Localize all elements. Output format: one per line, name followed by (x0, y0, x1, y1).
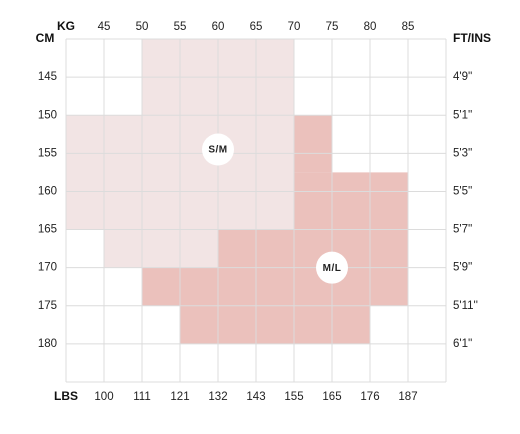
bottom-axis-title: LBS (54, 389, 78, 403)
left-tick-label: 155 (38, 147, 57, 159)
bottom-tick-label: 165 (322, 391, 341, 403)
tick-labels: KG 45 50 55 60 65 70 75 80 85 LBS 100 111 121 132 143 15… (36, 19, 491, 403)
zone-label: S/M (208, 145, 227, 156)
top-tick-label: 60 (212, 21, 225, 33)
right-tick-label: 5'7'' (453, 224, 472, 236)
left-tick-label: 160 (38, 185, 57, 197)
bottom-tick-label: 121 (170, 391, 189, 403)
top-tick-label: 65 (250, 21, 263, 33)
bottom-tick-label: 132 (208, 391, 227, 403)
bottom-tick-label: 111 (133, 391, 150, 403)
zone-1-rect-3 (142, 267, 408, 306)
right-tick-label: 5'3'' (453, 147, 472, 159)
zone-badge-circle (202, 133, 234, 166)
right-tick-label: 5'11'' (453, 300, 478, 312)
bottom-tick-label: 143 (246, 391, 265, 403)
left-tick-label: 145 (38, 71, 57, 83)
zone-1-rect-4 (180, 305, 370, 344)
zone-1-rect-0 (294, 115, 332, 173)
right-tick-label: 5'5'' (453, 185, 472, 197)
bottom-tick-label: 100 (94, 391, 113, 403)
zone-badge-circle (316, 251, 348, 284)
left-tick-label: 175 (38, 300, 57, 312)
right-tick-label: 4'9'' (453, 71, 472, 83)
top-tick-label: 55 (174, 21, 187, 33)
top-tick-label: 75 (326, 21, 339, 33)
right-axis-title: FT/INS (453, 31, 491, 45)
zone-badges: S/M M/L (202, 133, 348, 284)
left-tick-label: 180 (38, 338, 57, 350)
bottom-tick-label: 187 (398, 391, 417, 403)
zone-1-rect-2 (218, 229, 408, 268)
left-tick-label: 165 (38, 224, 57, 236)
right-tick-label: 5'9'' (453, 262, 472, 274)
zone-1-rect-1 (294, 172, 408, 230)
zone-label: M/L (323, 263, 342, 274)
bottom-tick-label: 155 (284, 391, 303, 403)
top-tick-label: 70 (288, 21, 301, 33)
left-tick-label: 170 (38, 262, 57, 274)
right-tick-label: 5'1'' (453, 109, 472, 121)
top-tick-label: 80 (364, 21, 377, 33)
top-tick-label: 50 (136, 21, 149, 33)
right-tick-label: 6'1'' (453, 338, 472, 350)
top-axis-title: KG (57, 19, 75, 33)
bottom-tick-label: 176 (360, 391, 379, 403)
zone-0-rect-2 (104, 229, 218, 268)
left-axis-title: CM (36, 31, 55, 45)
top-tick-label: 85 (402, 21, 415, 33)
left-tick-label: 150 (38, 109, 57, 121)
top-tick-label: 45 (98, 21, 111, 33)
grid-lines (65, 38, 447, 383)
